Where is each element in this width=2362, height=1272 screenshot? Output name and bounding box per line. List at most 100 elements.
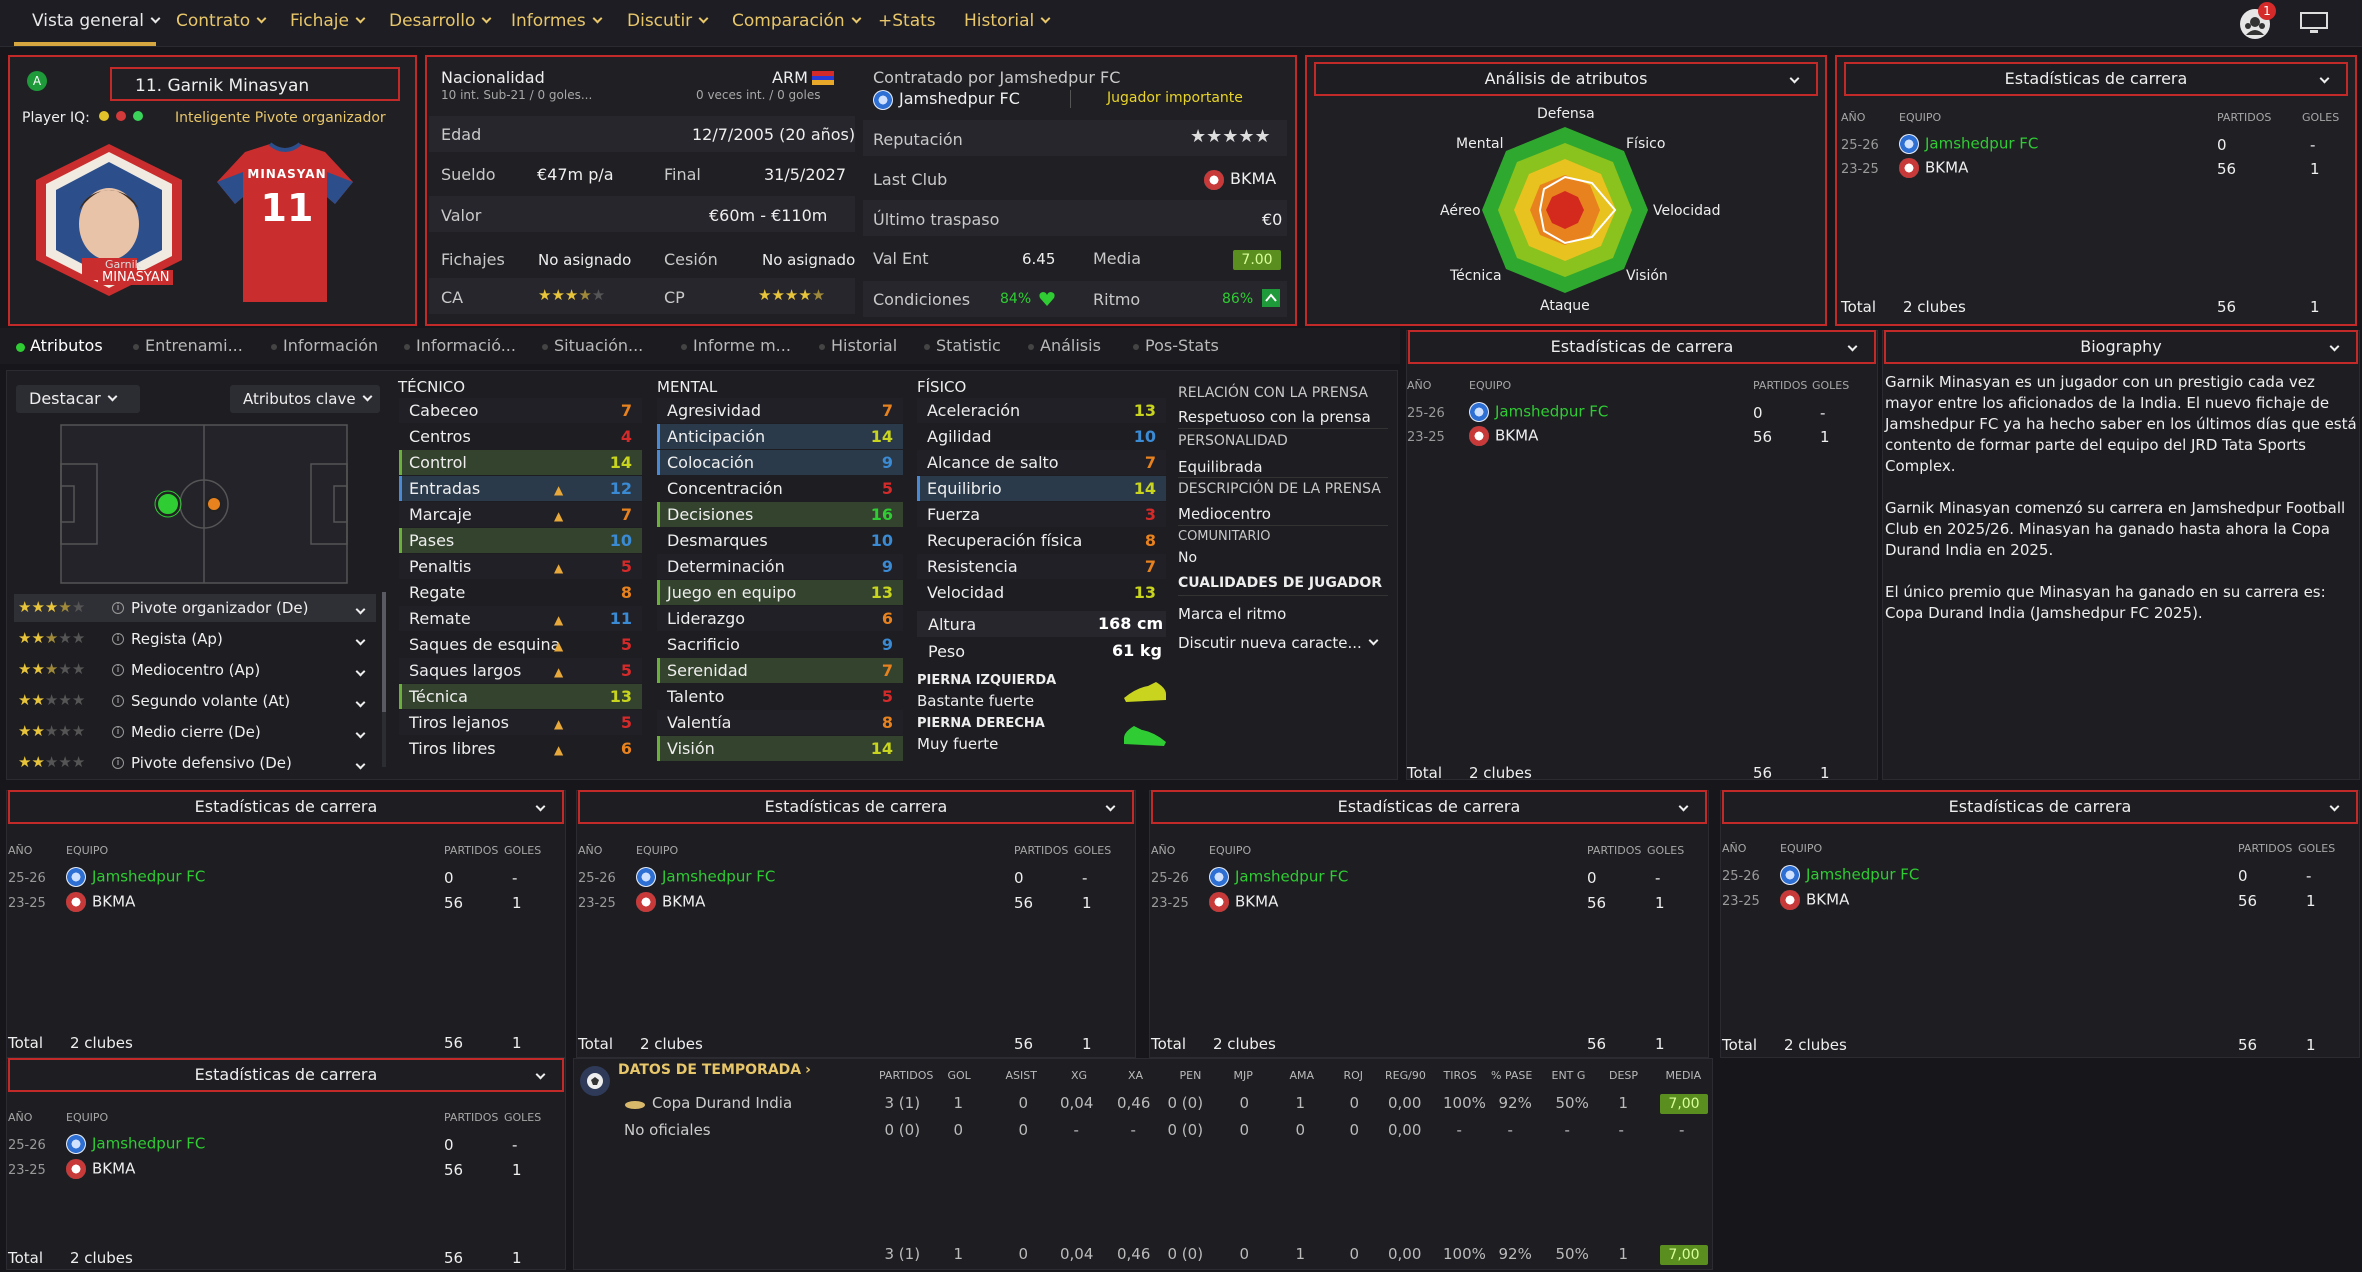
attribute-row[interactable]: Control 14 [399,450,642,475]
nav-desarrollo[interactable]: Desarrollo [389,11,492,31]
attribute-row[interactable]: Liderazgo 6 [657,606,903,631]
attribute-row[interactable]: Marcaje 7 ▲ [399,502,642,527]
attribute-row[interactable]: Colocación 9 [657,450,903,475]
nav-informes[interactable]: Informes [511,11,603,31]
attribute-row[interactable]: Sacrificio 9 [657,632,903,657]
career-team-link[interactable]: BKMA [1209,892,1278,912]
attribute-row[interactable]: Concentración 5 [657,476,903,501]
career-panel-header[interactable]: Estadísticas de carrera [1408,330,1876,364]
chevron-down-icon[interactable] [355,695,366,714]
attribute-row[interactable]: Velocidad 13 [917,580,1166,605]
attribute-row[interactable]: Entradas 12 ▲ [399,476,642,501]
attribute-row[interactable]: Visión 14 [657,736,903,761]
career-panel-header[interactable]: Estadísticas de carrera [1722,790,2358,824]
attribute-row[interactable]: Valentía 8 [657,710,903,735]
info-icon[interactable]: i [112,695,124,707]
attribute-row[interactable]: Decisiones 16 [657,502,903,527]
chevron-down-icon[interactable] [355,726,366,745]
career-panel-header[interactable]: Estadísticas de carrera [578,790,1134,824]
competition-name[interactable]: Copa Durand India [652,1094,793,1112]
career-team-link[interactable]: Jamshedpur FC [66,867,205,887]
biography-header[interactable]: Biography [1884,330,2358,364]
attribute-row[interactable]: Tiros libres 6 ▲ [399,736,642,761]
career-panel-header[interactable]: Estadísticas de carrera [8,790,564,824]
attribute-row[interactable]: Anticipación 14 [657,424,903,449]
career-team-link[interactable]: Jamshedpur FC [1780,865,1919,885]
attribute-row[interactable]: Determinación 9 [657,554,903,579]
career-panel-header[interactable]: Estadísticas de carrera [1844,62,2348,96]
attribute-row[interactable]: Agresividad 7 [657,398,903,423]
roles-scrollbar[interactable] [382,592,386,767]
last-club-value[interactable]: BKMA [1204,169,1276,190]
nav-discutir[interactable]: Discutir [627,11,709,31]
competition-name[interactable]: No oficiales [624,1121,711,1139]
attribute-row[interactable]: Juego en equipo 13 [657,580,903,605]
subtab-8[interactable]: Análisis [1040,336,1101,355]
career-team-link[interactable]: Jamshedpur FC [66,1134,205,1154]
attribute-row[interactable]: Alcance de salto 7 [917,450,1166,475]
role-row[interactable] [14,594,376,622]
nav-comparacion[interactable]: Comparación [732,11,862,31]
attribute-row[interactable]: Saques de esquina 5 ▲ [399,632,642,657]
highlight-dropdown[interactable]: Destacar [16,385,140,413]
chevron-down-icon[interactable] [355,664,366,683]
club-link[interactable]: Jamshedpur FC [873,89,1020,110]
career-team-link[interactable]: BKMA [636,892,705,912]
info-icon[interactable]: i [112,633,124,645]
info-icon[interactable]: i [112,664,124,676]
attribute-row[interactable]: Talento 5 [657,684,903,709]
attribute-row[interactable]: Cabeceo 7 [399,398,642,423]
career-team-link[interactable]: Jamshedpur FC [1209,867,1348,887]
attribute-row[interactable]: Desmarques 10 [657,528,903,553]
career-team-link[interactable]: BKMA [1469,426,1538,446]
attribute-analysis-header[interactable]: Análisis de atributos [1314,62,1818,96]
career-panel-header[interactable]: Estadísticas de carrera [8,1058,564,1092]
subtab-4[interactable]: Situación... [554,336,644,355]
subtab-0[interactable]: Atributos [30,336,103,355]
chevron-down-icon[interactable] [355,757,366,776]
attribute-row[interactable]: Remate 11 ▲ [399,606,642,631]
key-attributes-dropdown[interactable]: Atributos clave [230,385,380,413]
subtab-1[interactable]: Entrenami... [145,336,243,355]
attribute-row[interactable]: Serenidad 7 [657,658,903,683]
subtab-7[interactable]: Statistic [936,336,1001,355]
attribute-row[interactable]: Penaltis 5 ▲ [399,554,642,579]
attribute-row[interactable]: Regate 8 [399,580,642,605]
attribute-row[interactable]: Agilidad 10 [917,424,1166,449]
career-team-link[interactable]: Jamshedpur FC [1469,402,1608,422]
nav-contrato[interactable]: Contrato [176,11,267,31]
career-team-link[interactable]: Jamshedpur FC [636,867,775,887]
loan-status-value[interactable]: No asignado [762,251,856,269]
player-name-box[interactable] [110,67,400,101]
discuss-trait-button[interactable]: Discutir nueva caracte... [1178,634,1379,652]
chevron-down-icon[interactable] [355,633,366,652]
subtab-6[interactable]: Historial [831,336,898,355]
attribute-row[interactable]: Pases 10 [399,528,642,553]
info-icon[interactable]: i [112,757,124,769]
nav-stats[interactable]: +Stats [878,11,936,31]
subtab-5[interactable]: Informe m... [693,336,791,355]
career-team-link[interactable]: Jamshedpur FC [1899,134,2038,154]
chevron-down-icon[interactable] [355,602,366,621]
attribute-row[interactable]: Recuperación física 8 [917,528,1166,553]
career-team-link[interactable]: BKMA [1780,890,1849,910]
attribute-row[interactable]: Equilibrio 14 [917,476,1166,501]
career-team-link[interactable]: BKMA [1899,158,1968,178]
season-data-link[interactable]: DATOS DE TEMPORADA › [618,1062,811,1078]
subtab-9[interactable]: Pos-Stats [1145,336,1219,355]
attribute-row[interactable]: Aceleración 13 [917,398,1166,423]
subtab-2[interactable]: Información [283,336,379,355]
screen-icon[interactable] [2300,12,2328,34]
info-icon[interactable]: i [112,602,124,614]
attribute-row[interactable]: Resistencia 7 [917,554,1166,579]
attribute-row[interactable]: Centros 4 [399,424,642,449]
nav-vista-general[interactable]: Vista general [32,11,161,31]
transfer-status-value[interactable]: No asignado [538,251,632,269]
subtab-3[interactable]: Informació... [416,336,516,355]
nav-fichaje[interactable]: Fichaje [290,11,366,31]
career-team-link[interactable]: BKMA [66,1159,135,1179]
attribute-row[interactable]: Fuerza 3 [917,502,1166,527]
attribute-row[interactable]: Saques largos 5 ▲ [399,658,642,683]
attribute-row[interactable]: Técnica 13 [399,684,642,709]
career-panel-header[interactable]: Estadísticas de carrera [1151,790,1707,824]
